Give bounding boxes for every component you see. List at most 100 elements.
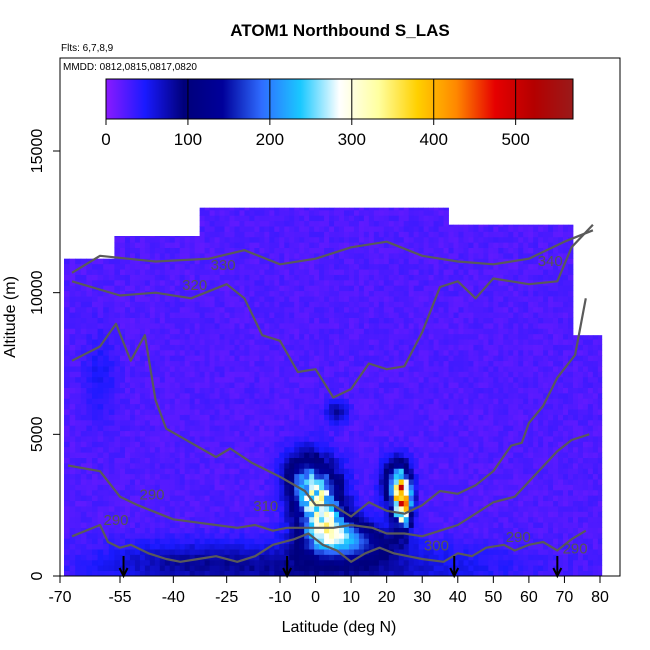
heatmap-cell (294, 398, 300, 405)
heatmap-cell (224, 258, 230, 265)
heatmap-cell (219, 549, 225, 555)
heatmap-cell (204, 532, 210, 539)
heatmap-cell (433, 457, 439, 464)
heatmap-cell (319, 506, 325, 512)
heatmap-cell (324, 207, 330, 211)
heatmap-cell (259, 366, 265, 372)
heatmap-cell (413, 301, 420, 308)
heatmap-cell (204, 559, 210, 566)
heatmap-cell (383, 436, 390, 442)
heatmap-cell (159, 549, 166, 555)
heatmap-cell (144, 236, 151, 243)
heatmap-cell (403, 522, 410, 528)
heatmap-cell (294, 538, 300, 545)
heatmap-cell (189, 344, 196, 351)
heatmap-cell (353, 462, 360, 469)
heatmap-cell (344, 425, 350, 432)
heatmap-cell (363, 522, 370, 528)
heatmap-cell (69, 495, 76, 502)
heatmap-cell (64, 522, 70, 528)
heatmap-cell (164, 516, 171, 523)
heatmap-cell (114, 382, 121, 388)
heatmap-cell (154, 495, 161, 502)
heatmap-cell (388, 554, 395, 561)
heatmap-cell (229, 269, 235, 275)
heatmap-cell (393, 409, 400, 415)
heatmap-cell (204, 290, 210, 297)
heatmap-cell (69, 414, 76, 421)
heatmap-cell (428, 403, 434, 410)
heatmap-cell (438, 366, 444, 372)
heatmap-cell (189, 382, 196, 388)
heatmap-cell (319, 317, 325, 324)
heatmap-cell (179, 349, 186, 356)
heatmap-cell (124, 247, 131, 254)
heatmap-cell (289, 484, 295, 491)
heatmap-cell (289, 495, 295, 502)
heatmap-cell (344, 236, 350, 243)
heatmap-cell (103, 500, 110, 507)
heatmap-cell (199, 333, 206, 340)
heatmap-cell (314, 231, 320, 238)
heatmap-cell (423, 419, 430, 426)
heatmap-cell (114, 387, 121, 394)
heatmap-cell (64, 452, 70, 458)
heatmap-cell (184, 242, 191, 249)
heatmap-cell (229, 312, 235, 318)
heatmap-cell (398, 290, 405, 297)
heatmap-cell (264, 554, 270, 561)
heatmap-cell (114, 473, 121, 480)
heatmap-cell (428, 532, 434, 539)
heatmap-cell (368, 522, 375, 528)
heatmap-cell (114, 333, 121, 340)
heatmap-cell (108, 430, 115, 437)
heatmap-cell (413, 495, 420, 502)
heatmap-cell (314, 495, 320, 502)
heatmap-cell (393, 414, 400, 421)
heatmap-cell (154, 516, 161, 523)
heatmap-cell (314, 366, 320, 372)
heatmap-cell (408, 279, 415, 286)
heatmap-cell (219, 430, 225, 437)
heatmap-cell (309, 543, 315, 550)
heatmap-cell (344, 446, 350, 453)
heatmap-cell (289, 236, 295, 243)
heatmap-cell (199, 301, 206, 308)
heatmap-cell (334, 274, 340, 281)
heatmap-cell (334, 457, 340, 464)
heatmap-cell (149, 263, 156, 270)
heatmap-cell (194, 446, 201, 453)
heatmap-cell (179, 258, 186, 265)
heatmap-cell (299, 366, 305, 372)
heatmap-cell (103, 382, 110, 388)
heatmap-cell (403, 543, 410, 550)
heatmap-cell (169, 489, 176, 496)
heatmap-cell (114, 484, 121, 491)
heatmap-cell (358, 328, 365, 335)
heatmap-cell (189, 559, 196, 566)
heatmap-cell (149, 392, 156, 399)
heatmap-cell (249, 339, 255, 345)
heatmap-cell (294, 495, 300, 502)
heatmap-cell (179, 355, 186, 362)
heatmap-cell (319, 522, 325, 528)
heatmap-cell (438, 441, 444, 448)
heatmap-cell (244, 511, 250, 518)
heatmap-cell (329, 231, 335, 238)
heatmap-cell (214, 328, 220, 335)
heatmap-cell (254, 285, 260, 292)
heatmap-cell (363, 360, 370, 367)
heatmap-cell (264, 484, 270, 491)
heatmap-cell (279, 538, 285, 545)
heatmap-cell (279, 366, 285, 372)
heatmap-cell (284, 414, 290, 421)
heatmap-cell (423, 360, 430, 367)
heatmap-cell (309, 312, 315, 318)
heatmap-cell (199, 403, 206, 410)
heatmap-cell (284, 387, 290, 394)
heatmap-cell (329, 409, 335, 415)
heatmap-cell (314, 269, 320, 275)
heatmap-cell (64, 468, 70, 475)
heatmap-cell (184, 425, 191, 432)
heatmap-cell (179, 339, 186, 345)
